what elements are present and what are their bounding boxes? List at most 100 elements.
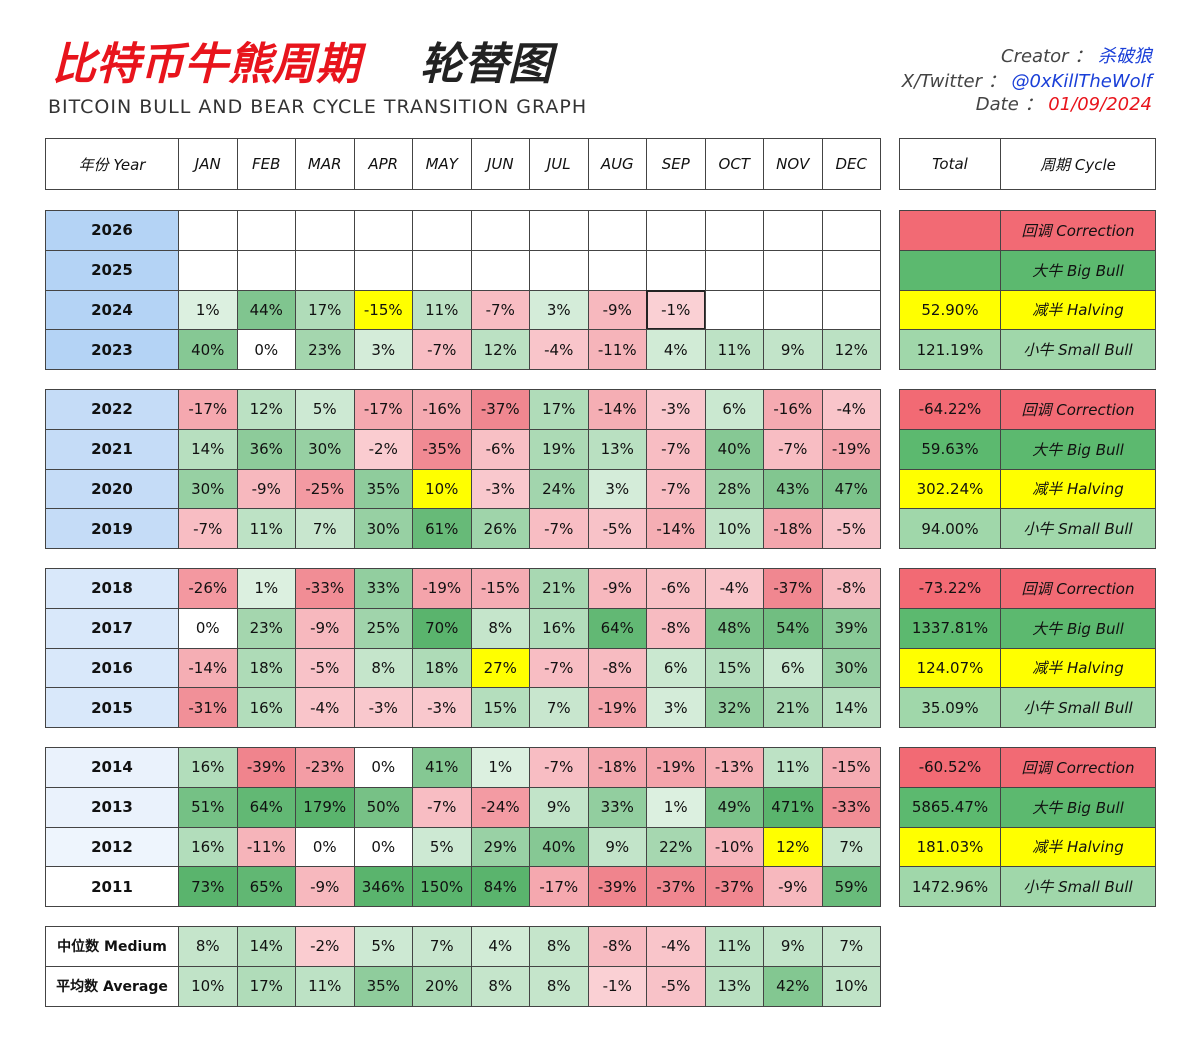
total-cell: 121.19%	[899, 329, 1001, 370]
month-cell: 12%	[821, 329, 881, 370]
month-cell: 150%	[412, 866, 472, 907]
header-cell: DEC	[821, 138, 881, 190]
month-cell: 33%	[353, 568, 413, 609]
cycle-cell: 回调 Correction	[1000, 389, 1156, 430]
month-cell: -19%	[587, 687, 647, 728]
header-cell: 年份 Year	[45, 138, 179, 190]
year-cell: 2023	[45, 329, 179, 370]
month-cell: 32%	[704, 687, 764, 728]
year-cell: 2019	[45, 508, 179, 549]
month-cell: -2%	[353, 428, 413, 470]
header-cell: MAY	[412, 138, 472, 190]
month-cell: 15%	[470, 687, 530, 728]
month-cell: 14%	[821, 687, 881, 728]
month-cell: -11%	[236, 826, 296, 868]
stat-cell: 8%	[178, 926, 238, 967]
month-cell: -9%	[587, 568, 647, 609]
month-cell	[470, 249, 530, 291]
header-cell: Total	[899, 138, 1001, 190]
header-cell: JUN	[470, 138, 530, 190]
month-cell	[646, 210, 706, 251]
cycle-cell: 减半 Halving	[1000, 289, 1156, 331]
month-cell: -9%	[587, 289, 647, 331]
year-cell: 2015	[45, 687, 179, 728]
month-cell: -8%	[646, 607, 706, 649]
total-cell: 5865.47%	[899, 786, 1001, 828]
month-cell: -7%	[412, 329, 472, 370]
month-cell: 3%	[529, 289, 589, 331]
month-cell: -7%	[763, 428, 823, 470]
total-cell: 302.24%	[899, 468, 1001, 510]
month-cell: -37%	[704, 866, 764, 907]
month-cell: -5%	[295, 647, 355, 689]
month-cell: 48%	[704, 607, 764, 649]
total-cell: 94.00%	[899, 508, 1001, 549]
header-cell: SEP	[646, 138, 706, 190]
month-cell: 59%	[821, 866, 881, 907]
month-cell: 1%	[646, 786, 706, 828]
month-cell: 30%	[295, 428, 355, 470]
stat-cell: 5%	[353, 926, 413, 967]
month-cell: 16%	[529, 607, 589, 649]
month-cell: -25%	[295, 468, 355, 510]
month-cell: -4%	[529, 329, 589, 370]
month-cell: 65%	[236, 866, 296, 907]
header-cell: FEB	[236, 138, 296, 190]
month-cell: 0%	[353, 826, 413, 868]
month-cell: 64%	[587, 607, 647, 649]
month-cell: 16%	[178, 826, 238, 868]
month-cell: 10%	[704, 508, 764, 549]
stat-cell: 11%	[295, 965, 355, 1007]
date-line: Date ： 01/09/2024	[976, 90, 1152, 116]
month-cell: -14%	[646, 508, 706, 549]
month-cell: -5%	[587, 508, 647, 549]
month-cell: 40%	[704, 428, 764, 470]
header-cell: APR	[353, 138, 413, 190]
stat-cell: 8%	[529, 965, 589, 1007]
month-cell: 19%	[529, 428, 589, 470]
month-cell: -16%	[412, 389, 472, 430]
stat-cell: 9%	[763, 926, 823, 967]
year-cell: 2013	[45, 786, 179, 828]
total-cell: 124.07%	[899, 647, 1001, 689]
month-cell: -10%	[704, 826, 764, 868]
month-cell	[178, 210, 238, 251]
total-cell: 52.90%	[899, 289, 1001, 331]
year-cell: 2012	[45, 826, 179, 868]
cycle-cell: 小牛 Small Bull	[1000, 687, 1156, 728]
title-red: 比特币牛熊周期	[52, 39, 360, 90]
month-cell: 3%	[587, 468, 647, 510]
stat-cell: 7%	[821, 926, 881, 967]
total-cell: -73.22%	[899, 568, 1001, 609]
month-cell: -7%	[412, 786, 472, 828]
month-cell: 11%	[412, 289, 472, 331]
month-cell: 6%	[646, 647, 706, 689]
month-cell: -3%	[646, 389, 706, 430]
month-cell: -37%	[470, 389, 530, 430]
month-cell: 0%	[353, 747, 413, 788]
month-cell: 16%	[178, 747, 238, 788]
month-cell: 40%	[529, 826, 589, 868]
month-cell: 12%	[763, 826, 823, 868]
month-cell: 179%	[295, 786, 355, 828]
month-cell: -39%	[236, 747, 296, 788]
month-cell: 39%	[821, 607, 881, 649]
stat-cell: -1%	[587, 965, 647, 1007]
month-cell: -11%	[587, 329, 647, 370]
month-cell: 23%	[295, 329, 355, 370]
month-cell: 5%	[412, 826, 472, 868]
month-cell: -7%	[529, 747, 589, 788]
stat-cell: 35%	[353, 965, 413, 1007]
month-cell: -26%	[178, 568, 238, 609]
month-cell: -19%	[821, 428, 881, 470]
month-cell: -1%	[646, 289, 706, 331]
stat-cell: 7%	[412, 926, 472, 967]
cycle-cell: 小牛 Small Bull	[1000, 329, 1156, 370]
month-cell: 22%	[646, 826, 706, 868]
cycle-cell: 大牛 Big Bull	[1000, 607, 1156, 649]
month-cell: -5%	[821, 508, 881, 549]
month-cell: -3%	[353, 687, 413, 728]
month-cell	[353, 249, 413, 291]
month-cell: 7%	[529, 687, 589, 728]
month-cell: -6%	[470, 428, 530, 470]
